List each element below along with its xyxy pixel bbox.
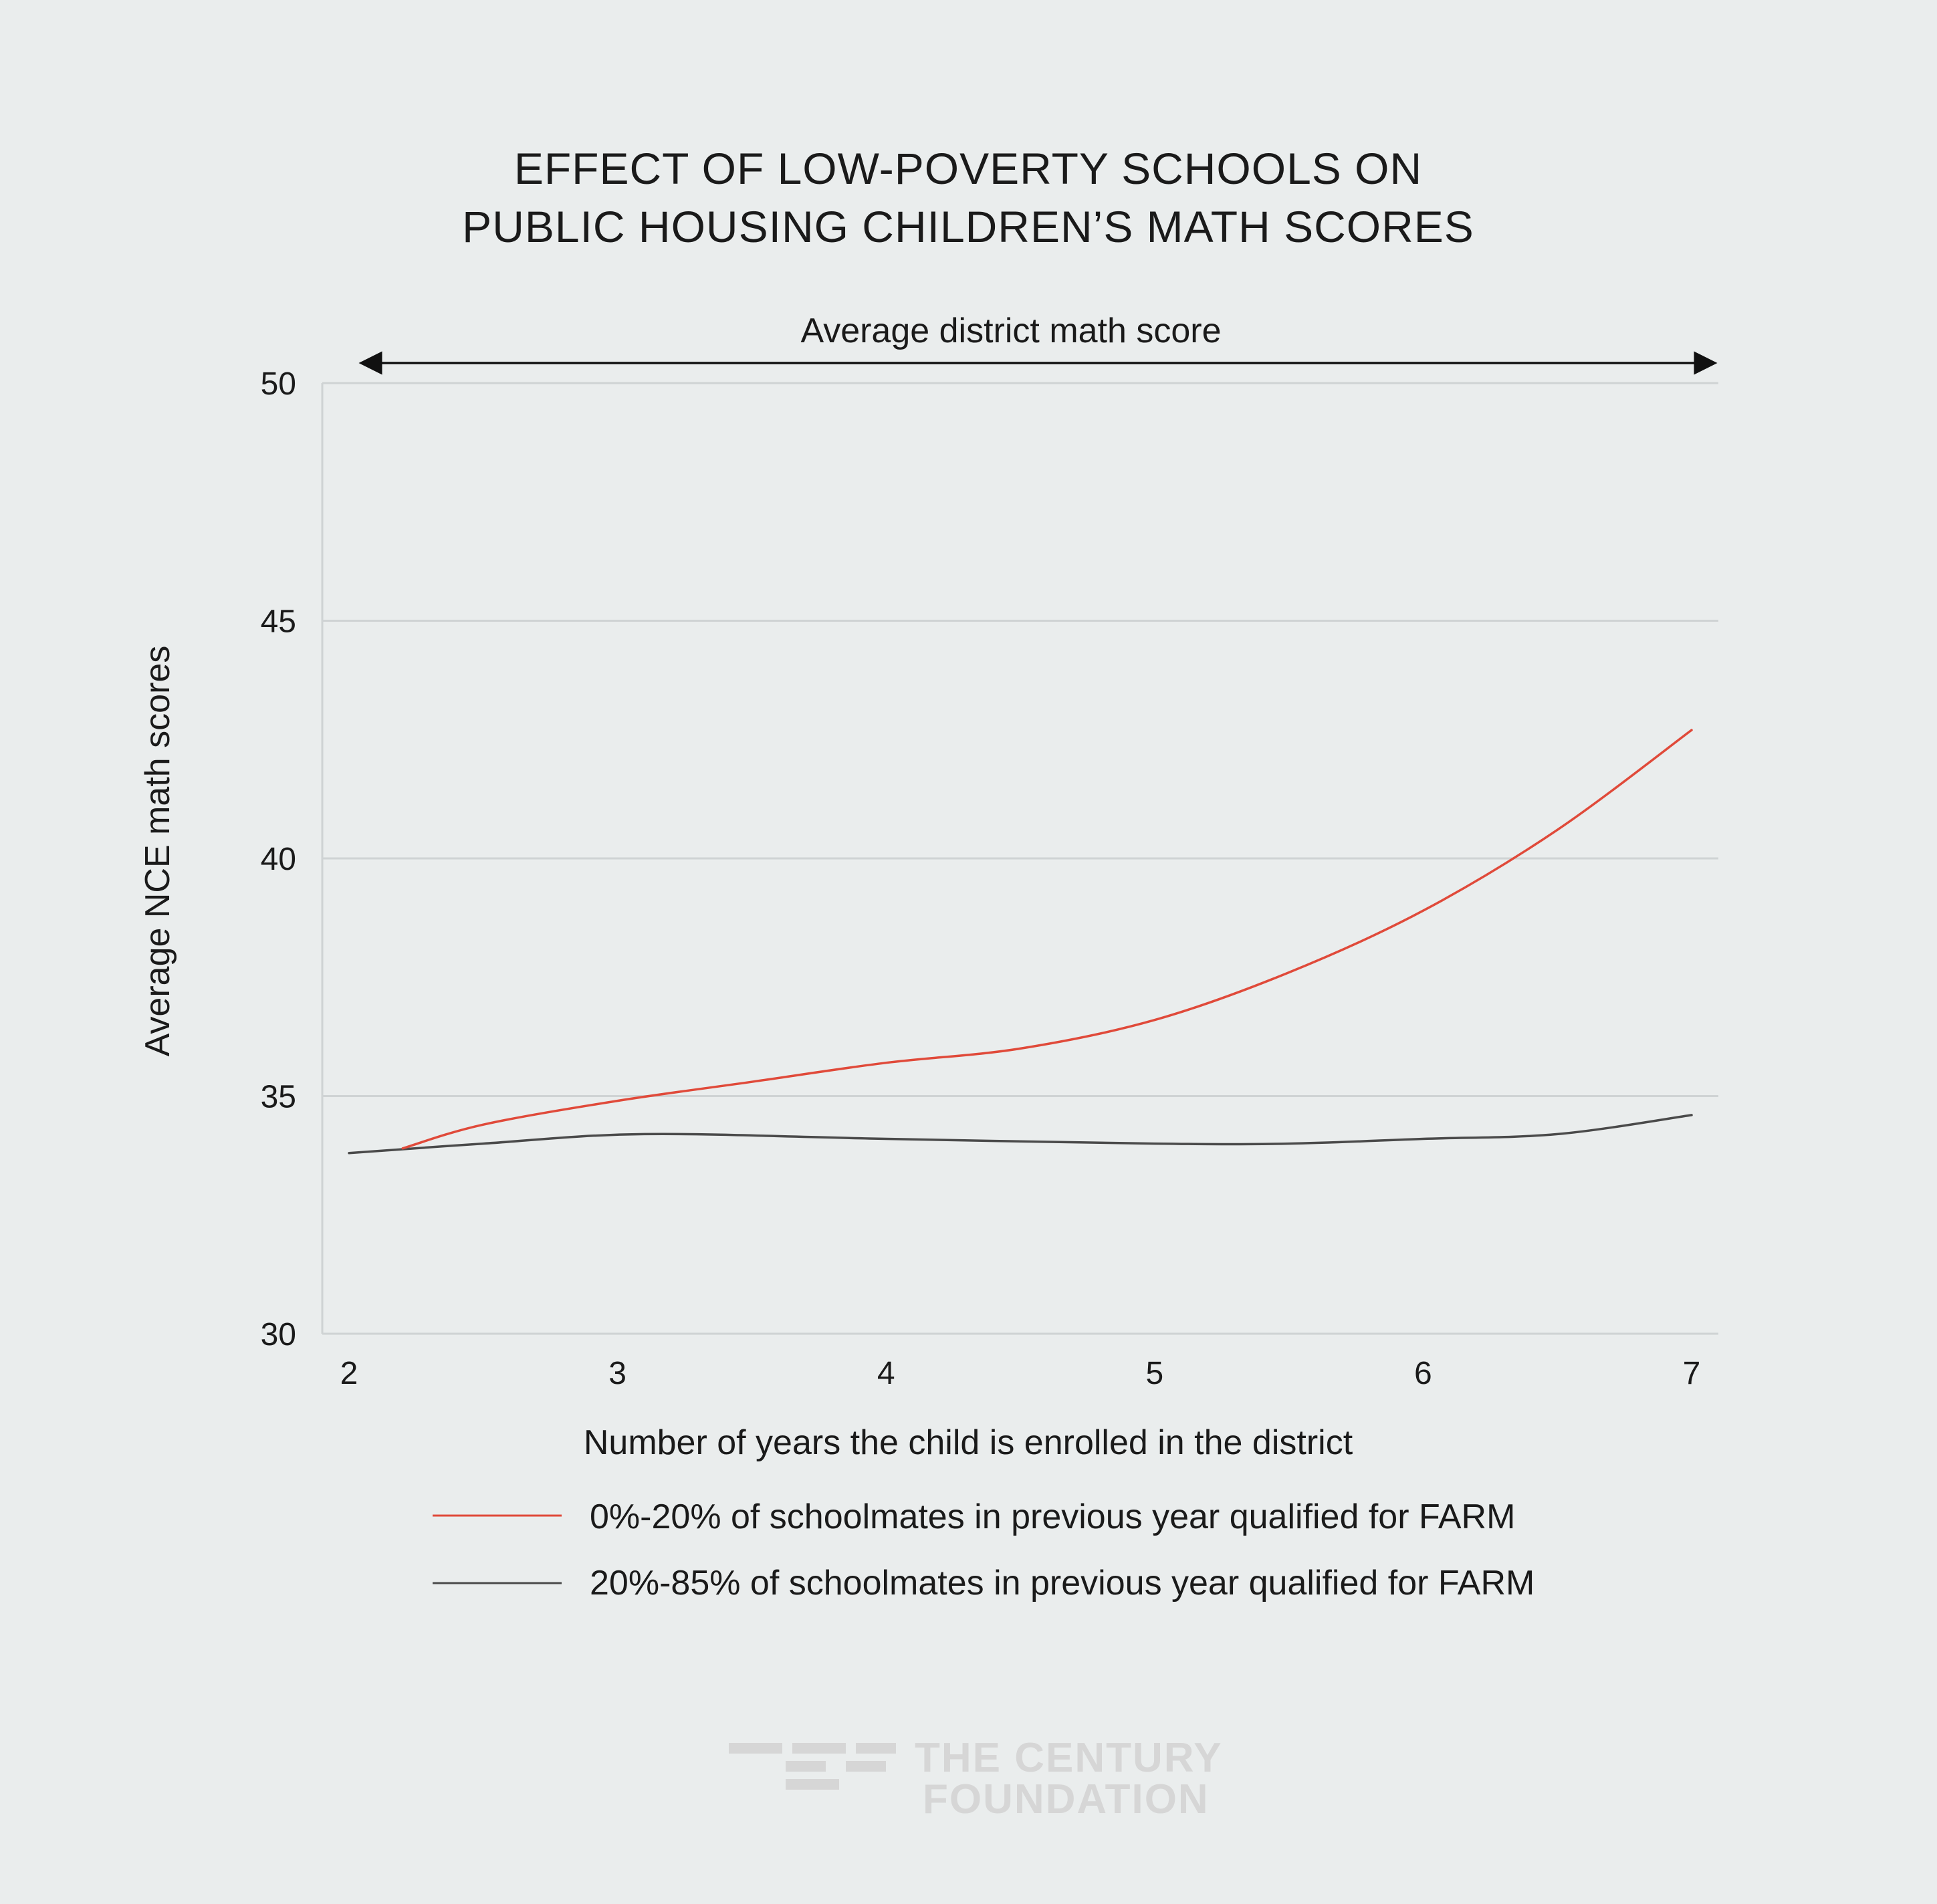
logo-mark-bar (786, 1779, 839, 1790)
logo-mark-bar (856, 1743, 896, 1754)
x-tick-label: 5 (1145, 1356, 1163, 1391)
grid-lines (322, 382, 1718, 1335)
logo-mark-bar (729, 1743, 782, 1754)
x-axis-label: Number of years the child is enrolled in… (584, 1423, 1353, 1462)
y-tick-label: 30 (261, 1317, 296, 1352)
logo-text-line-1: THE CENTURY (915, 1735, 1223, 1781)
y-tick-label: 45 (261, 604, 296, 640)
district-average-annotation: Average district math score (800, 312, 1221, 350)
logo-mark-bar (846, 1761, 886, 1772)
legend: 0%-20% of schoolmates in previous year q… (433, 1498, 1534, 1602)
chart-title-line-2: PUBLIC HOUSING CHILDREN’S MATH SCORES (462, 202, 1474, 251)
chart-title-line-1: EFFECT OF LOW-POVERTY SCHOOLS ON (514, 144, 1422, 193)
y-tick-label: 40 (261, 842, 296, 877)
y-tick-label: 50 (261, 366, 296, 402)
logo-text-line-2: FOUNDATION (923, 1776, 1210, 1822)
y-tick-label: 35 (261, 1080, 296, 1115)
logo-mark-bar (792, 1743, 846, 1754)
series-line-low-poverty (401, 729, 1693, 1150)
legend-label-low-poverty: 0%-20% of schoolmates in previous year q… (590, 1498, 1515, 1536)
x-tick-label: 7 (1683, 1356, 1701, 1391)
x-tick-label: 2 (340, 1356, 358, 1391)
logo-mark-bar (786, 1761, 826, 1772)
x-tick-label: 3 (608, 1356, 626, 1391)
series-lines (348, 729, 1693, 1155)
series-line-high-poverty (348, 1114, 1693, 1155)
x-tick-label: 6 (1414, 1356, 1432, 1391)
legend-label-high-poverty: 20%-85% of schoolmates in previous year … (590, 1564, 1534, 1602)
y-axis-label: Average NCE math scores (138, 646, 177, 1057)
century-foundation-logo: THE CENTURY FOUNDATION (729, 1735, 1223, 1822)
x-tick-label: 4 (877, 1356, 895, 1391)
